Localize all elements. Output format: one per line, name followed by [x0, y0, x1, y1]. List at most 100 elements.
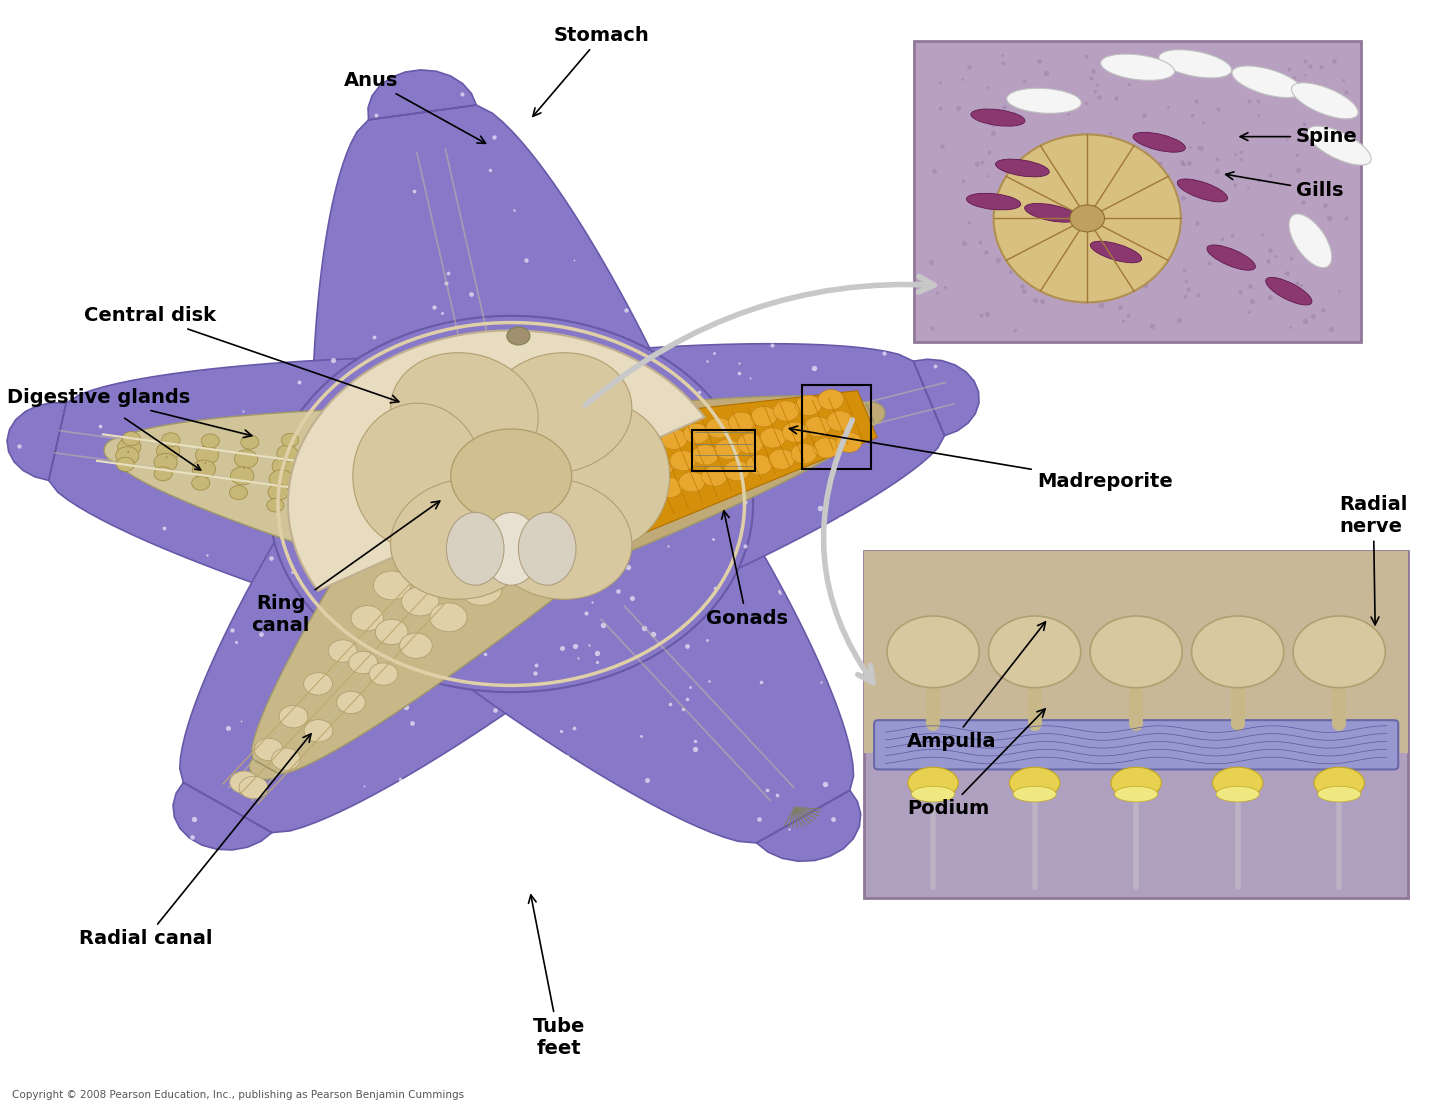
- Text: Spine: Spine: [1240, 128, 1358, 146]
- Circle shape: [423, 491, 448, 510]
- Circle shape: [426, 478, 451, 497]
- Circle shape: [603, 467, 629, 487]
- Circle shape: [791, 444, 816, 464]
- Circle shape: [346, 480, 372, 500]
- Circle shape: [344, 494, 367, 511]
- Circle shape: [383, 501, 405, 517]
- Circle shape: [639, 435, 665, 455]
- Circle shape: [796, 395, 822, 416]
- Circle shape: [357, 445, 377, 459]
- Circle shape: [255, 738, 284, 760]
- Circle shape: [456, 539, 475, 553]
- Circle shape: [706, 418, 732, 438]
- Text: Podium: Podium: [907, 709, 1045, 818]
- Ellipse shape: [353, 403, 482, 549]
- Ellipse shape: [1212, 767, 1263, 799]
- Text: Radial
nerve: Radial nerve: [1339, 495, 1407, 625]
- Circle shape: [122, 431, 140, 446]
- Circle shape: [1293, 616, 1385, 688]
- Circle shape: [361, 432, 379, 446]
- Circle shape: [230, 771, 259, 793]
- Circle shape: [835, 432, 861, 452]
- Polygon shape: [478, 395, 886, 585]
- Circle shape: [230, 467, 253, 485]
- Circle shape: [315, 448, 337, 464]
- Ellipse shape: [1318, 786, 1361, 802]
- Ellipse shape: [484, 478, 632, 599]
- Circle shape: [477, 446, 495, 459]
- Circle shape: [157, 442, 180, 460]
- Circle shape: [750, 407, 776, 427]
- Circle shape: [634, 483, 660, 503]
- Text: Digestive glands: Digestive glands: [7, 389, 252, 438]
- Circle shape: [814, 438, 840, 458]
- Text: Copyright © 2008 Pearson Education, Inc., publishing as Pearson Benjamin Cumming: Copyright © 2008 Pearson Education, Inc.…: [12, 1090, 464, 1100]
- Circle shape: [269, 469, 294, 488]
- Ellipse shape: [1159, 49, 1231, 78]
- Circle shape: [304, 508, 321, 522]
- Circle shape: [887, 616, 979, 688]
- Polygon shape: [554, 391, 877, 549]
- Ellipse shape: [971, 109, 1025, 127]
- Circle shape: [117, 457, 134, 472]
- Polygon shape: [173, 419, 662, 850]
- Circle shape: [387, 472, 412, 492]
- Circle shape: [400, 633, 432, 659]
- Circle shape: [428, 554, 469, 587]
- Circle shape: [161, 432, 180, 447]
- Circle shape: [321, 435, 338, 448]
- Text: Radial canal: Radial canal: [79, 734, 311, 948]
- Circle shape: [416, 542, 433, 556]
- Circle shape: [433, 455, 455, 472]
- Circle shape: [580, 473, 606, 493]
- Circle shape: [648, 456, 674, 476]
- Circle shape: [376, 619, 408, 645]
- Circle shape: [154, 454, 177, 472]
- Bar: [691, 430, 755, 470]
- Ellipse shape: [1215, 786, 1259, 802]
- Circle shape: [773, 401, 799, 421]
- Circle shape: [589, 494, 615, 514]
- Circle shape: [337, 691, 366, 713]
- Ellipse shape: [995, 159, 1050, 177]
- Circle shape: [202, 433, 219, 448]
- Circle shape: [353, 456, 376, 473]
- Circle shape: [612, 488, 638, 508]
- Ellipse shape: [1207, 245, 1256, 270]
- Circle shape: [438, 444, 456, 458]
- Text: Ampulla: Ampulla: [907, 622, 1045, 750]
- Circle shape: [239, 776, 268, 799]
- Circle shape: [418, 502, 465, 538]
- Circle shape: [693, 445, 719, 465]
- Polygon shape: [7, 356, 544, 647]
- Circle shape: [1192, 616, 1283, 688]
- Circle shape: [782, 422, 808, 442]
- Circle shape: [714, 439, 740, 459]
- Circle shape: [392, 459, 415, 476]
- Ellipse shape: [1292, 83, 1358, 119]
- Ellipse shape: [1007, 88, 1081, 113]
- Circle shape: [454, 552, 471, 566]
- Circle shape: [305, 492, 327, 508]
- Ellipse shape: [540, 403, 670, 549]
- Text: Ring
canal: Ring canal: [252, 501, 439, 635]
- Circle shape: [465, 483, 490, 502]
- Ellipse shape: [1133, 132, 1185, 152]
- Circle shape: [379, 531, 396, 544]
- Bar: [802, 384, 871, 468]
- Circle shape: [678, 472, 704, 492]
- Circle shape: [572, 451, 598, 472]
- Circle shape: [746, 455, 772, 475]
- Circle shape: [625, 461, 651, 482]
- Circle shape: [396, 536, 438, 569]
- Polygon shape: [104, 407, 533, 601]
- Ellipse shape: [1266, 278, 1312, 305]
- Ellipse shape: [1233, 66, 1302, 97]
- Circle shape: [701, 466, 727, 486]
- FancyBboxPatch shape: [874, 720, 1398, 769]
- Circle shape: [670, 450, 696, 470]
- Text: Anus: Anus: [344, 71, 485, 143]
- Circle shape: [459, 572, 503, 605]
- Circle shape: [805, 417, 831, 437]
- Ellipse shape: [484, 353, 632, 474]
